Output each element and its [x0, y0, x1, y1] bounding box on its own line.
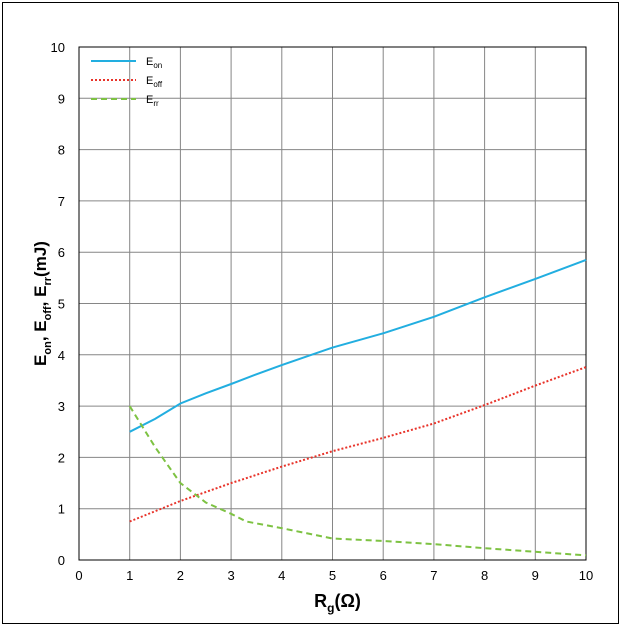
plot-area-border: [78, 46, 587, 561]
y-tick-label: 10: [51, 40, 65, 55]
y-axis-title: Eon, Eoff, Err(mJ): [31, 241, 54, 366]
x-tick-label: 8: [481, 568, 488, 583]
x-tick-label: 10: [579, 568, 593, 583]
x-axis-title: Rg(Ω): [314, 591, 361, 615]
x-tick-label: 6: [380, 568, 387, 583]
y-tick-label: 0: [58, 553, 65, 568]
y-tick-label: 1: [58, 502, 65, 517]
tick-labels: 0 1 2 3 4 5 6 7 8 9 10 0 1 2 3 4 5 6 7 8 9 10: [51, 40, 594, 583]
series-line-on: [129, 258, 587, 433]
x-tick-label: 5: [329, 568, 336, 583]
x-tick-label: 7: [430, 568, 437, 583]
series-line-rr: [128, 405, 587, 557]
grid-lines: [78, 46, 587, 561]
y-tick-label: 6: [58, 245, 65, 260]
x-tick-label: 9: [532, 568, 539, 583]
y-tick-label: 7: [58, 194, 65, 209]
y-tick-label: 3: [58, 399, 65, 414]
legend-label-rr: Err: [146, 94, 159, 108]
x-tick-label: 4: [278, 568, 285, 583]
legend: Eon Eoff Err: [91, 56, 163, 108]
x-tick-label: 0: [75, 568, 82, 583]
x-tick-label: 3: [227, 568, 234, 583]
series-lines: [128, 258, 587, 557]
y-tick-label: 9: [58, 91, 65, 106]
series-line-off: [129, 366, 587, 523]
y-tick-label: 8: [58, 143, 65, 158]
y-tick-label: 4: [58, 348, 65, 363]
y-tick-label: 2: [58, 450, 65, 465]
x-tick-label: 2: [177, 568, 184, 583]
x-tick-label: 1: [126, 568, 133, 583]
legend-label-on: Eon: [146, 56, 162, 70]
y-tick-label: 5: [58, 297, 65, 312]
legend-label-off: Eoff: [146, 75, 163, 89]
